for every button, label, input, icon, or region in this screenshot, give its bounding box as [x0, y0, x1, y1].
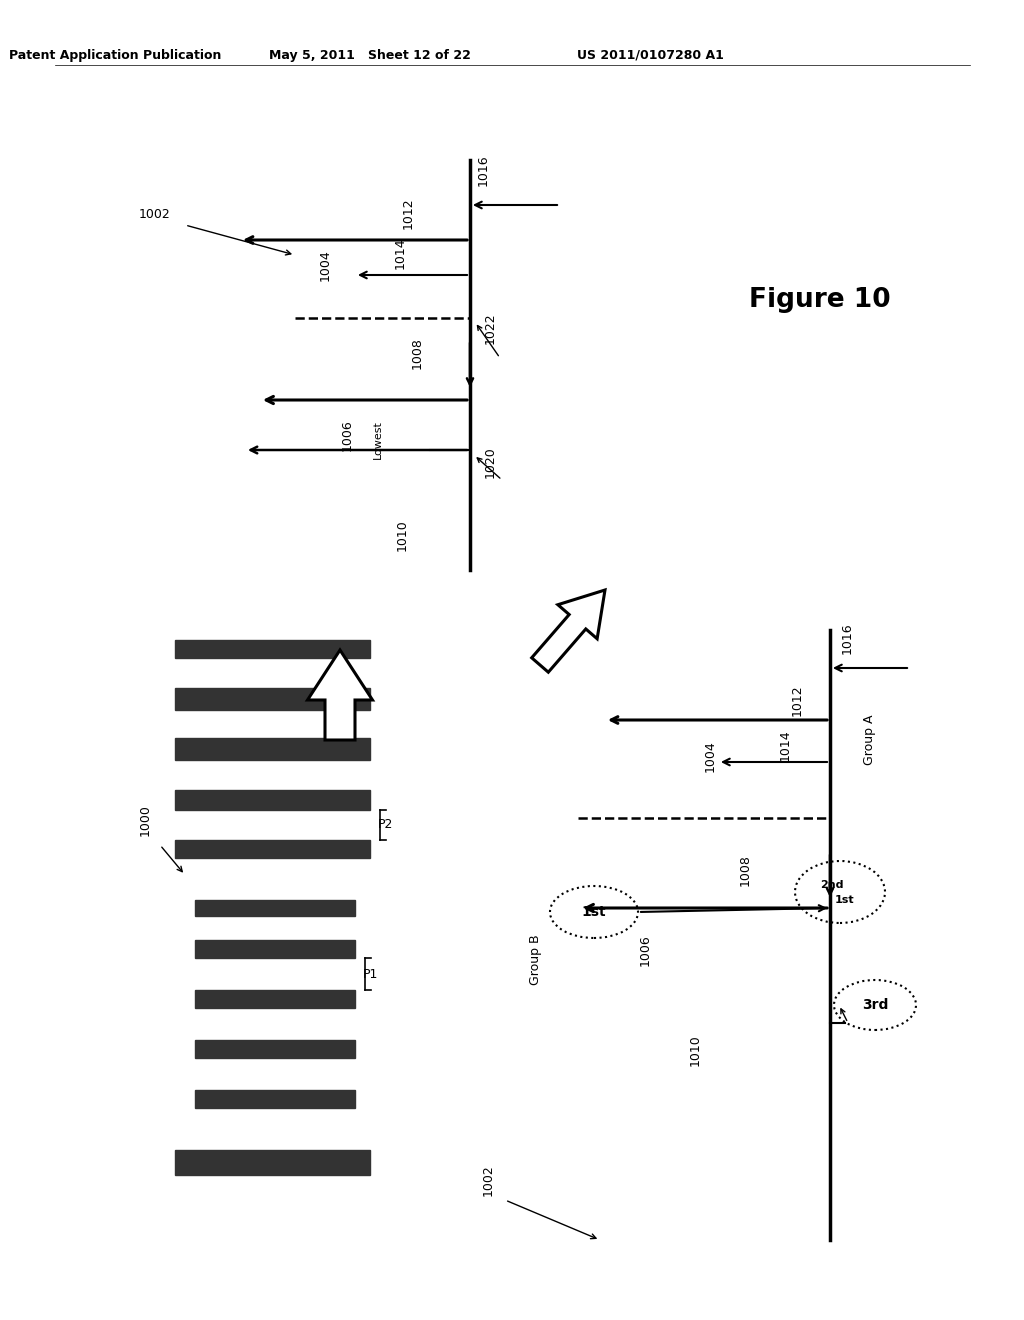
Bar — [175, 640, 370, 657]
Text: 1014: 1014 — [778, 729, 792, 760]
Text: 1012: 1012 — [401, 197, 415, 228]
FancyArrow shape — [307, 649, 373, 741]
Text: 1002: 1002 — [481, 1164, 495, 1196]
Text: 1016: 1016 — [476, 154, 489, 186]
Bar — [195, 900, 355, 916]
Text: 1010: 1010 — [688, 1034, 701, 1065]
Bar — [195, 1040, 355, 1059]
Text: 3rd: 3rd — [862, 998, 888, 1012]
Text: Lowest: Lowest — [373, 421, 383, 459]
Text: 1000: 1000 — [138, 804, 152, 836]
Text: 1004: 1004 — [703, 741, 717, 772]
Bar — [195, 990, 355, 1008]
Text: May 5, 2011   Sheet 12 of 22: May 5, 2011 Sheet 12 of 22 — [269, 49, 471, 62]
Text: P2: P2 — [377, 818, 392, 832]
Text: US 2011/0107280 A1: US 2011/0107280 A1 — [577, 49, 723, 62]
Text: 1006: 1006 — [639, 935, 651, 966]
Text: Group A: Group A — [863, 714, 877, 766]
Text: 1008: 1008 — [411, 337, 424, 368]
Text: 1022: 1022 — [483, 313, 497, 343]
Text: Patent Application Publication: Patent Application Publication — [9, 49, 221, 62]
Text: 1020: 1020 — [483, 446, 497, 478]
Text: 1006: 1006 — [341, 420, 353, 451]
Text: 1010: 1010 — [395, 519, 409, 550]
Text: 1st: 1st — [582, 906, 606, 919]
Text: 1st: 1st — [835, 895, 854, 906]
Bar — [175, 789, 370, 810]
Bar — [175, 1150, 370, 1175]
Text: Figure 10: Figure 10 — [750, 286, 891, 313]
Bar — [175, 840, 370, 858]
Text: 2nd: 2nd — [820, 880, 844, 890]
Text: 1004: 1004 — [318, 249, 332, 281]
Text: 1014: 1014 — [393, 238, 407, 269]
Bar — [175, 688, 370, 710]
Text: 1012: 1012 — [791, 684, 804, 715]
Text: 1002: 1002 — [139, 209, 171, 222]
Text: 1016: 1016 — [841, 622, 853, 653]
Bar — [195, 1090, 355, 1107]
Text: P1: P1 — [362, 968, 378, 981]
Bar — [195, 940, 355, 958]
FancyArrow shape — [531, 590, 605, 672]
Bar — [175, 738, 370, 760]
Text: Group B: Group B — [528, 935, 542, 985]
Text: 1008: 1008 — [738, 854, 752, 886]
